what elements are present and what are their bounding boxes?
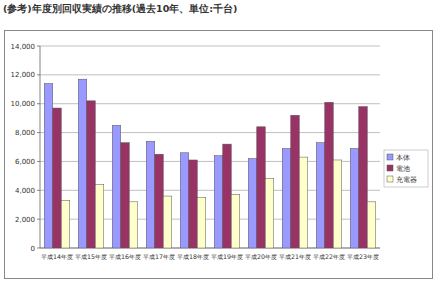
legend-label: 本体 [396, 154, 410, 162]
bar [112, 125, 121, 248]
bar [44, 84, 53, 248]
y-tick [37, 74, 40, 75]
x-tick-label: 平成21年度 [279, 253, 311, 260]
bar [180, 153, 189, 248]
x-tick-label: 平成23年度 [347, 253, 379, 260]
bar [87, 101, 96, 248]
bar [214, 156, 223, 248]
bar [367, 202, 376, 248]
bar [189, 160, 198, 248]
bar [248, 159, 257, 248]
bar [53, 108, 62, 248]
x-tick-label: 平成15年度 [75, 253, 107, 260]
bar [325, 102, 334, 248]
bar [197, 198, 206, 249]
bar [163, 196, 172, 248]
title: (参考)年度別回収実績の推移(過去10年、単位:千台) [3, 3, 237, 14]
grid-line [40, 74, 380, 75]
x-tick-label: 平成20年度 [245, 253, 277, 260]
bar [350, 148, 359, 248]
bar [265, 179, 274, 248]
x-tick-label: 平成16年度 [109, 253, 141, 260]
x-tick-label: 平成19年度 [211, 253, 243, 260]
bar [121, 143, 130, 248]
bar [316, 143, 325, 248]
x-tick-label: 平成14年度 [41, 253, 73, 260]
bar [299, 157, 308, 248]
bar [61, 200, 70, 248]
chart-container: (参考)年度別回収実績の推移(過去10年、単位:千台) 0 2,000 4,000 6,… [0, 0, 440, 282]
bar [95, 185, 104, 248]
y-tick-label: 6,000 [15, 158, 35, 166]
bar [78, 79, 87, 248]
legend-swatch [387, 165, 393, 171]
y-tick-label: 12,000 [11, 71, 36, 79]
legend-swatch [387, 154, 393, 160]
bar [359, 107, 368, 248]
y-axis [40, 46, 41, 248]
bar [155, 154, 164, 248]
y-tick-label: 0 [31, 245, 35, 253]
x-tick-label: 平成17年度 [143, 253, 175, 260]
legend-label: 充電器 [396, 176, 417, 184]
y-tick-label: 4,000 [15, 187, 35, 195]
bars [44, 79, 376, 248]
bar [291, 115, 300, 248]
y-tick [37, 161, 40, 162]
y-tick [37, 190, 40, 191]
bar [223, 144, 232, 248]
grid-line [40, 46, 380, 47]
y-tick-label: 14,000 [11, 43, 36, 51]
y-tick-label: 10,000 [11, 100, 36, 108]
bar [129, 202, 138, 248]
y-tick-label: 8,000 [15, 129, 35, 137]
chart-svg: (参考)年度別回収実績の推移(過去10年、単位:千台) 0 2,000 4,000 6,… [0, 0, 440, 282]
x-tick-label: 平成18年度 [177, 253, 209, 260]
y-tick [37, 132, 40, 133]
legend-swatch [387, 176, 393, 182]
y-tick [37, 248, 40, 249]
y-tick-label: 2,000 [15, 216, 35, 224]
y-tick [37, 46, 40, 47]
bar [333, 160, 342, 248]
legend [384, 150, 428, 187]
bar [282, 148, 291, 248]
bar [146, 141, 155, 248]
x-tick-label: 平成22年度 [313, 253, 345, 260]
y-tick [37, 103, 40, 104]
bar [257, 127, 266, 248]
chart-frame [5, 31, 433, 279]
legend-label: 電池 [396, 165, 410, 173]
y-tick [37, 219, 40, 220]
bar [231, 195, 240, 248]
